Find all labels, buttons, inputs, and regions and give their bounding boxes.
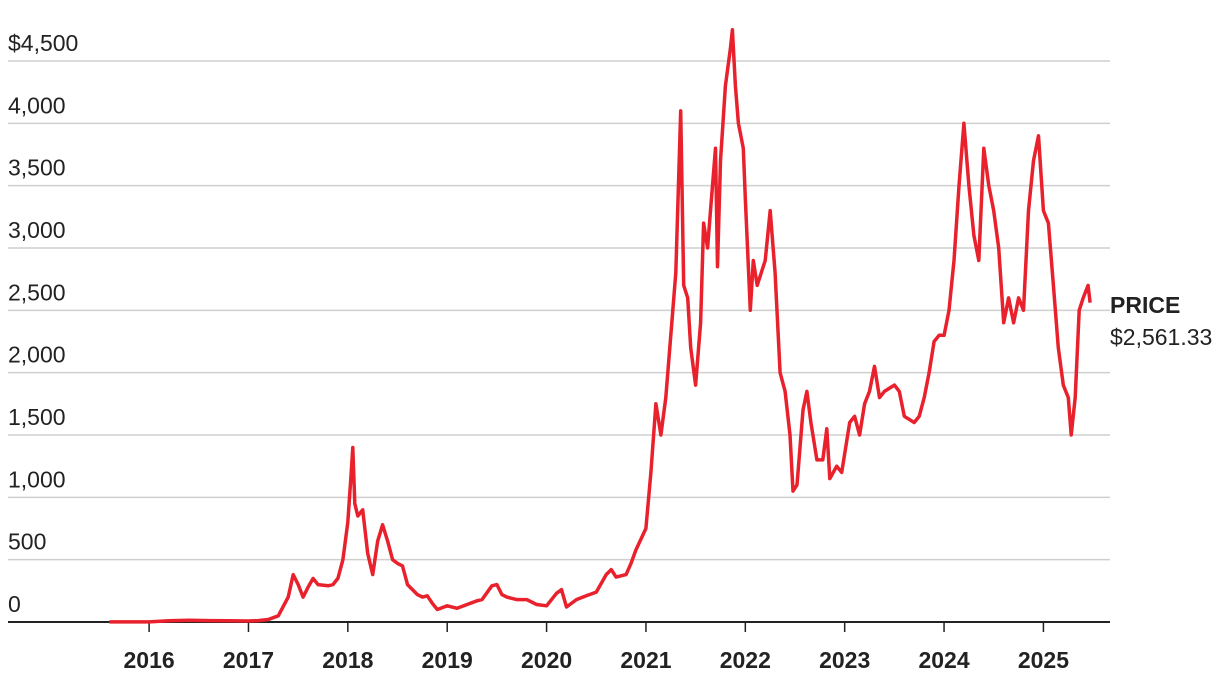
y-tick-label: 1,000 bbox=[8, 466, 66, 492]
y-tick-label: $4,500 bbox=[8, 30, 78, 56]
y-tick-label: 3,000 bbox=[8, 217, 66, 243]
price-value: $2,561.33 bbox=[1110, 324, 1212, 350]
x-tick-label: 2023 bbox=[819, 647, 870, 673]
y-tick-label: 0 bbox=[8, 591, 21, 617]
y-tick-label: 2,500 bbox=[8, 279, 66, 305]
x-tick-label: 2022 bbox=[720, 647, 771, 673]
x-tick-label: 2017 bbox=[223, 647, 274, 673]
price-label: PRICE bbox=[1110, 292, 1180, 318]
x-tick-label: 2019 bbox=[422, 647, 473, 673]
x-tick-label: 2024 bbox=[918, 647, 969, 673]
y-tick-label: 500 bbox=[8, 529, 46, 555]
y-tick-label: 2,000 bbox=[8, 342, 66, 368]
x-tick-label: 2016 bbox=[124, 647, 175, 673]
y-tick-label: 4,000 bbox=[8, 92, 66, 118]
x-tick-label: 2021 bbox=[620, 647, 671, 673]
y-tick-label: 1,500 bbox=[8, 404, 66, 430]
x-tick-label: 2020 bbox=[521, 647, 572, 673]
y-tick-label: 3,500 bbox=[8, 155, 66, 181]
x-tick-label: 2025 bbox=[1018, 647, 1069, 673]
price-line bbox=[109, 28, 1092, 624]
x-tick-label: 2018 bbox=[322, 647, 373, 673]
